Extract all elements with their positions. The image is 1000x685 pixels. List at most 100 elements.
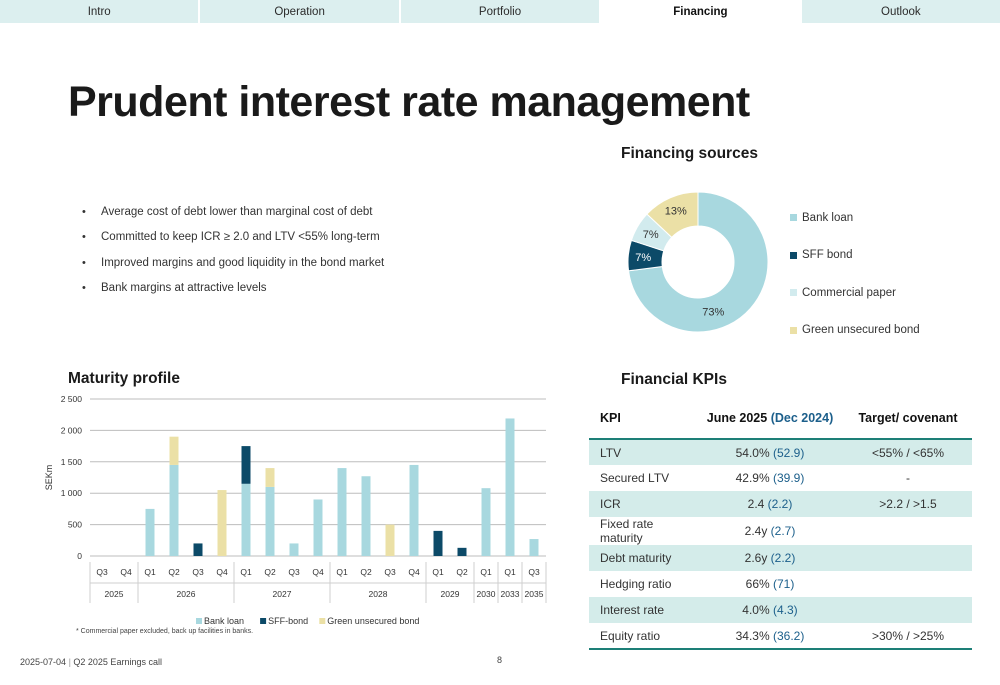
kpi-target bbox=[844, 545, 972, 571]
x-tick-label: Q1 bbox=[480, 567, 492, 577]
legend-item-commercial-paper: Commercial paper bbox=[790, 274, 920, 312]
kpi-name: Debt maturity bbox=[589, 545, 696, 571]
legend-swatch bbox=[790, 214, 797, 222]
legend-label: Bank loan bbox=[802, 211, 854, 224]
header-current-label: June 2025 bbox=[706, 411, 768, 425]
kpi-name: Equity ratio bbox=[589, 623, 696, 650]
kpi-name: LTV bbox=[589, 439, 696, 465]
bar-sff-bond bbox=[457, 547, 467, 556]
kpi-name: Fixed rate maturity bbox=[600, 517, 654, 545]
tab-portfolio[interactable]: Portfolio bbox=[400, 0, 600, 23]
y-tick-label: 1 000 bbox=[61, 488, 83, 498]
bullet-text: Bank margins at attractive levels bbox=[101, 282, 267, 295]
legend-swatch bbox=[790, 326, 797, 334]
maturity-profile-title: Maturity profile bbox=[68, 370, 180, 387]
bar-bank-loan bbox=[289, 543, 299, 556]
bar-green-unsecured-bond bbox=[217, 490, 227, 556]
kpi-previous: (71) bbox=[773, 577, 795, 591]
bar-sff-bond bbox=[433, 530, 443, 556]
x-group-label: 2029 bbox=[441, 589, 460, 599]
table-header-row: KPI June 2025 (Dec 2024) Target/ covenan… bbox=[589, 398, 972, 440]
legend-item-sff-bond: SFF bond bbox=[790, 237, 920, 275]
x-tick-label: Q1 bbox=[504, 567, 516, 577]
footer-event: Q2 2025 Earnings call bbox=[73, 657, 162, 667]
table-row: LTV 54.0% (52.9) <55% / <65% bbox=[589, 439, 972, 465]
bullet-glyph: • bbox=[82, 256, 86, 269]
kpi-value: 54.0% bbox=[735, 445, 770, 460]
legend-label: Commercial paper bbox=[802, 286, 896, 299]
kpi-previous: (52.9) bbox=[773, 445, 805, 460]
bar-bank-loan bbox=[145, 508, 155, 556]
x-group-label: 2033 bbox=[501, 589, 520, 599]
table-row: Hedging ratio 66% (71) bbox=[589, 571, 972, 597]
x-tick-label: Q1 bbox=[432, 567, 444, 577]
tab-financing[interactable]: Financing bbox=[601, 0, 800, 23]
legend-swatch-bank-loan bbox=[196, 618, 202, 624]
legend-label-sff-bond: SFF-bond bbox=[268, 616, 308, 626]
kpi-value-cell: 42.9% (39.9) bbox=[696, 465, 844, 491]
financial-kpis-title: Financial KPIs bbox=[621, 371, 727, 388]
bar-sff-bond bbox=[241, 446, 251, 484]
page-title: Prudent interest rate management bbox=[68, 78, 750, 126]
tab-intro[interactable]: Intro bbox=[0, 0, 199, 23]
footnote: * Commercial paper excluded, back up fac… bbox=[76, 628, 254, 635]
kpi-value: 2.6y bbox=[744, 551, 768, 565]
kpi-previous: (2.2) bbox=[770, 551, 796, 565]
kpi-value-cell: 54.0% (52.9) bbox=[696, 439, 844, 465]
x-tick-label: Q3 bbox=[192, 567, 204, 577]
table-row: Fixed rate maturity 2.4y (2.7) bbox=[589, 517, 972, 545]
y-tick-label: 1 500 bbox=[61, 457, 83, 467]
x-group-label: 2030 bbox=[477, 589, 496, 599]
x-tick-label: Q3 bbox=[96, 567, 108, 577]
x-tick-label: Q2 bbox=[456, 567, 468, 577]
financing-sources-donut-chart: 73% 7% 7% 13% bbox=[627, 191, 769, 333]
bullet-text: Improved margins and good liquidity in t… bbox=[101, 256, 385, 269]
bullet-text: Committed to keep ICR ≥ 2.0 and LTV <55%… bbox=[101, 231, 380, 244]
table-row: ICR 2.4 (2.2) >2.2 / >1.5 bbox=[589, 491, 972, 517]
x-tick-label: Q3 bbox=[288, 567, 300, 577]
legend-swatch bbox=[790, 251, 797, 259]
kpi-target: >2.2 / >1.5 bbox=[844, 491, 972, 517]
kpi-target: <55% / <65% bbox=[844, 439, 972, 465]
kpi-value: 34.3% bbox=[735, 628, 770, 643]
kpi-previous: (2.2) bbox=[767, 497, 793, 511]
bar-bank-loan bbox=[337, 468, 347, 556]
kpi-value: 42.9% bbox=[735, 471, 770, 485]
bar-green-unsecured-bond bbox=[169, 436, 179, 465]
bullet-item: • Improved margins and good liquidity in … bbox=[82, 250, 384, 276]
legend-label-bank-loan: Bank loan bbox=[204, 616, 244, 626]
bar-bank-loan bbox=[241, 483, 251, 556]
tab-outlook[interactable]: Outlook bbox=[801, 0, 1000, 23]
bar-sff-bond bbox=[193, 543, 203, 556]
donut-label-bank-loan: 73% bbox=[702, 307, 724, 319]
x-tick-label: Q3 bbox=[384, 567, 396, 577]
tab-operation[interactable]: Operation bbox=[200, 0, 399, 23]
bar-bank-loan bbox=[361, 476, 371, 556]
y-tick-label: 0 bbox=[77, 551, 82, 561]
kpi-name: ICR bbox=[589, 491, 696, 517]
y-tick-label: 500 bbox=[68, 520, 82, 530]
bar-green-unsecured-bond bbox=[265, 468, 275, 487]
bar-bank-loan bbox=[313, 499, 323, 556]
header-target: Target/ covenant bbox=[844, 398, 972, 440]
kpi-name: Secured LTV bbox=[600, 471, 670, 485]
x-group-label: 2035 bbox=[525, 589, 544, 599]
donut-label-sff-bond: 7% bbox=[635, 252, 651, 264]
x-tick-label: Q4 bbox=[216, 567, 228, 577]
kpi-value-cell: 4.0% (4.3) bbox=[696, 597, 844, 623]
table-row: Debt maturity 2.6y (2.2) bbox=[589, 545, 972, 571]
bullet-item: • Average cost of debt lower than margina… bbox=[82, 199, 384, 225]
x-group-label: 2027 bbox=[273, 589, 292, 599]
kpi-value: 66% bbox=[745, 577, 770, 591]
kpi-previous: (4.3) bbox=[773, 603, 798, 617]
x-tick-label: Q2 bbox=[168, 567, 180, 577]
bar-bank-loan bbox=[169, 464, 179, 556]
kpi-value: 4.0% bbox=[742, 603, 770, 617]
x-tick-label: Q4 bbox=[312, 567, 324, 577]
x-group-label: 2025 bbox=[105, 589, 124, 599]
bullet-glyph: • bbox=[82, 205, 86, 218]
donut-label-commercial-paper: 7% bbox=[643, 229, 659, 241]
top-navigation: Intro Operation Portfolio Financing Outl… bbox=[0, 0, 1000, 23]
kpi-target: - bbox=[906, 471, 910, 485]
x-tick-label: Q4 bbox=[120, 567, 132, 577]
